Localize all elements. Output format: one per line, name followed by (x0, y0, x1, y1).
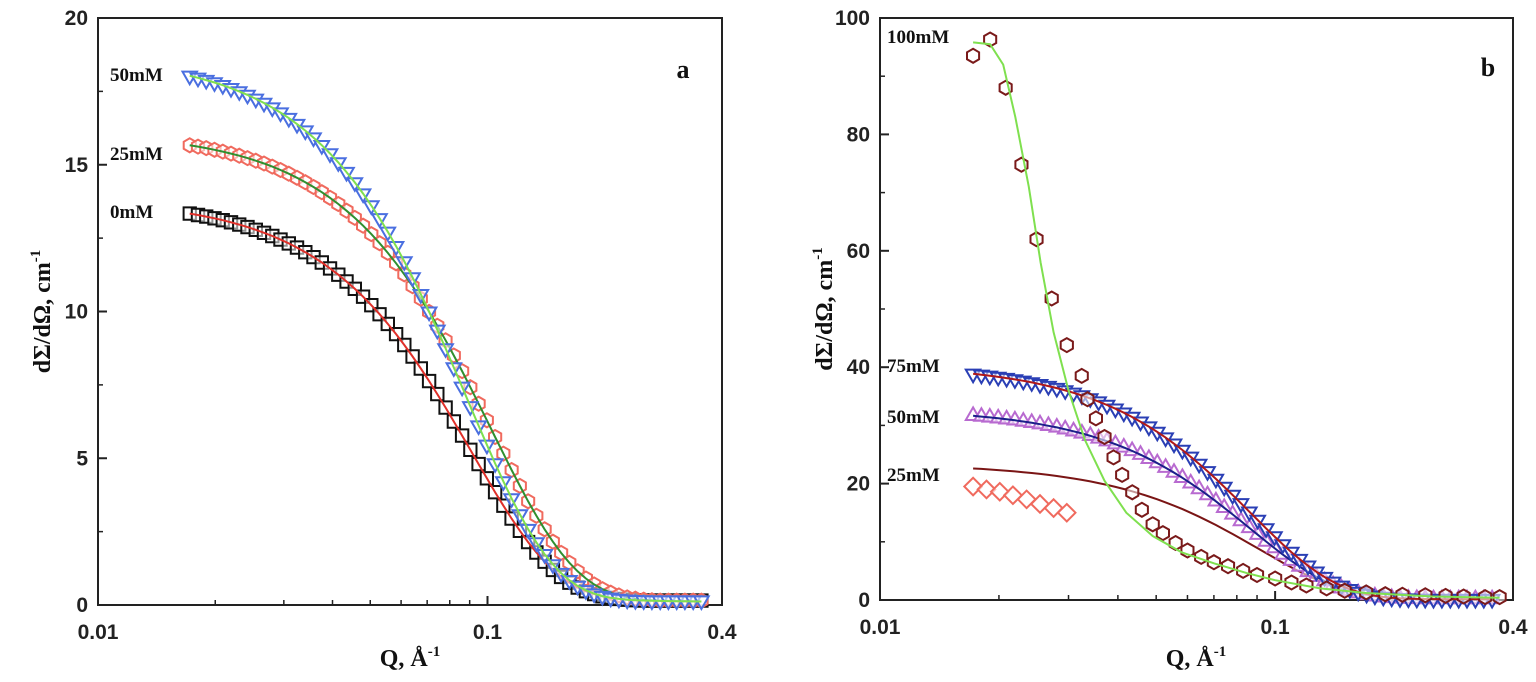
data-point (321, 148, 340, 164)
data-point (329, 157, 348, 173)
x-axis-title-sup: -1 (428, 644, 441, 660)
y-tick-label: 60 (847, 240, 870, 263)
data-point (519, 523, 538, 540)
data-point (1088, 410, 1103, 427)
y-axis-title-sup: -1 (810, 247, 826, 260)
data-point (345, 177, 364, 193)
x-tick-label: 0.01 (78, 621, 119, 644)
data-point (312, 140, 331, 156)
data-point (1106, 449, 1121, 466)
fit-curve (189, 212, 702, 603)
y-tick-label: 5 (76, 447, 88, 470)
data-point (1002, 485, 1024, 506)
series-label: 25mM (110, 144, 163, 165)
data-point (1115, 466, 1130, 484)
series-75mM: 75mM (887, 356, 1502, 610)
data-point (1206, 554, 1221, 571)
series-label: 50mM (887, 407, 940, 428)
fit-curve (189, 144, 702, 603)
panel-letter: b (1481, 53, 1495, 82)
data-point (692, 595, 711, 612)
y-tick-label: 20 (65, 7, 88, 30)
data-point (354, 188, 373, 205)
data-point (976, 479, 997, 500)
y-axis-title: dΣ/dΩ, cm-1 (28, 250, 56, 373)
data-point (1240, 506, 1259, 523)
data-point (510, 509, 529, 525)
data-point (966, 47, 981, 64)
data-point (378, 226, 397, 243)
panel-letter: a (677, 55, 690, 84)
data-point (1223, 489, 1242, 506)
data-point (387, 241, 406, 257)
data-point (1231, 498, 1250, 514)
y-axis-title-sup: -1 (28, 250, 44, 263)
x-tick-label: 0.1 (1261, 616, 1291, 639)
data-point (962, 476, 984, 497)
x-tick-label: 0.4 (707, 621, 737, 644)
y-tick-label: 20 (847, 473, 870, 496)
series-50mM: 50mM (887, 405, 1502, 605)
data-point (1155, 524, 1170, 542)
y-tick-label: 40 (847, 356, 870, 379)
series-50mM: 50mM (110, 65, 711, 612)
data-point (1080, 391, 1095, 408)
data-point (1236, 562, 1251, 580)
fit-curve (972, 41, 1500, 599)
data-point (1268, 570, 1283, 587)
series-label: 0mM (110, 202, 153, 223)
data-point (1097, 428, 1112, 446)
x-axis-title-sup: -1 (1214, 644, 1227, 660)
data-point (1056, 502, 1077, 523)
y-tick-label: 100 (835, 7, 870, 30)
x-tick-label: 0.01 (860, 616, 901, 639)
data-point (1134, 501, 1149, 518)
panel-a-chart: 0 5 10 15 20 0.01 0.1 0.4 Q, Å-1 dΣ/dΩ, cm-1 a 0mM 2… (28, 7, 737, 672)
data-point (370, 213, 389, 229)
data-point (337, 166, 356, 183)
x-tick-label: 0.4 (1498, 616, 1528, 639)
y-tick-label: 0 (858, 589, 870, 612)
data-point (1125, 484, 1140, 501)
y-tick-label: 80 (847, 123, 870, 146)
series-25mM: 25mM (887, 465, 1493, 601)
y-tick-label: 0 (76, 594, 88, 617)
y-tick-label: 15 (65, 154, 89, 177)
x-axis-title: Q, Å-1 (380, 644, 441, 672)
series-label: 100mM (887, 27, 949, 48)
series-label: 50mM (110, 65, 163, 86)
data-point (1221, 558, 1236, 575)
y-tick-label: 10 (65, 301, 88, 324)
panel-b-chart: 0 20 40 60 80 100 0.01 0.1 0.4 Q, Å-1 dΣ/dΩ, cm-1 b… (810, 7, 1528, 672)
x-axis-title: Q, Å-1 (1166, 644, 1227, 672)
series-label: 75mM (887, 356, 940, 377)
data-point (1248, 514, 1267, 531)
data-point (1074, 367, 1089, 385)
fit-curve (189, 74, 702, 603)
series-label: 25mM (887, 465, 940, 486)
data-point (1215, 481, 1234, 498)
y-axis-title: dΣ/dΩ, cm-1 (810, 247, 838, 370)
plot-frame (879, 17, 1514, 601)
data-point (543, 559, 562, 575)
data-point (1145, 516, 1160, 533)
plot-frame (97, 17, 723, 606)
data-point (1492, 588, 1507, 606)
fit-curve (973, 467, 1493, 601)
data-point (1059, 336, 1074, 354)
data-point (1257, 523, 1276, 539)
series-100mM: 100mM (887, 27, 1507, 606)
x-tick-label: 0.1 (473, 621, 503, 644)
data-point (362, 200, 381, 216)
data-point (1016, 489, 1037, 510)
data-point (527, 537, 546, 553)
data-point (535, 549, 554, 565)
